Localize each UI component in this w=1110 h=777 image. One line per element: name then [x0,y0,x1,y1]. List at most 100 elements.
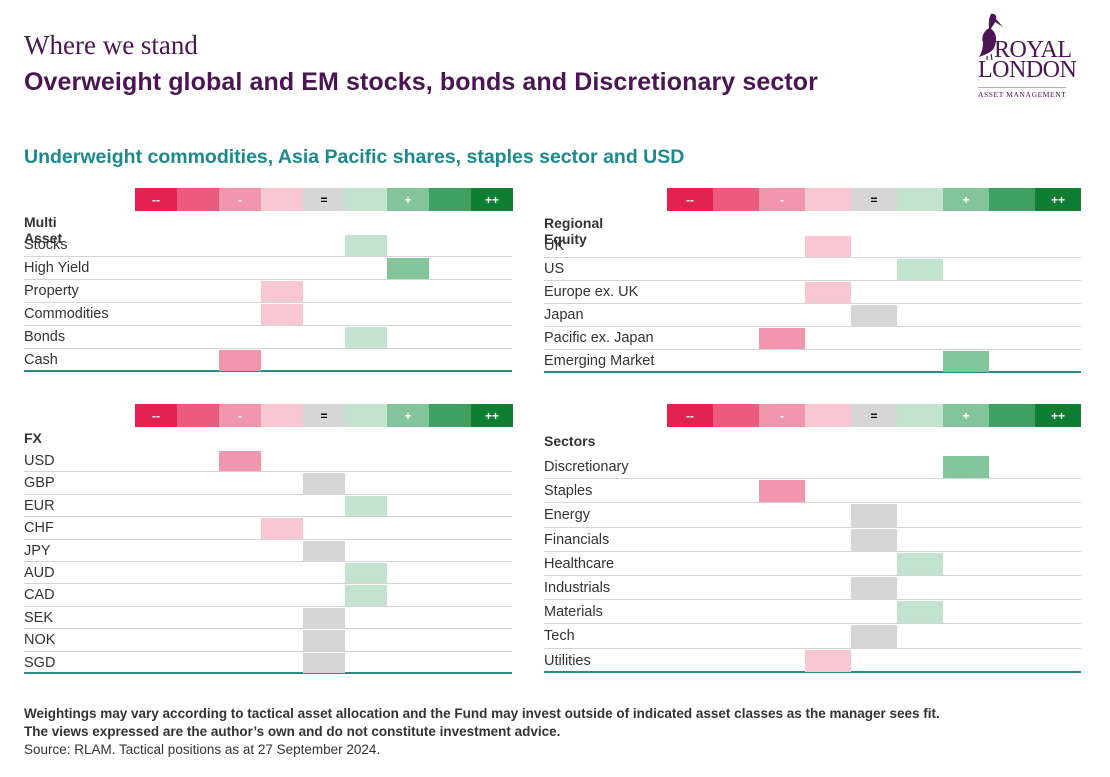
scale-cell: -- [135,404,177,427]
position-row: Pacific ex. Japan [544,327,1081,350]
scale-cell: ++ [471,188,513,211]
source-note: Source: RLAM. Tactical positions as at 2… [24,742,381,757]
page-title: Overweight global and EM stocks, bonds a… [24,68,818,96]
scale-cell [429,188,471,211]
asset-label: Energy [544,507,590,524]
asset-label: CHF [24,520,54,537]
scale-cell: + [943,188,989,211]
scale-cell: = [851,188,897,211]
asset-label: Pacific ex. Japan [544,330,654,346]
position-marker [851,625,897,648]
scale-cell [713,188,759,211]
position-row: Staples [544,479,1081,504]
position-marker [943,456,989,479]
position-row: Commodities [24,303,512,326]
page-subtitle: Underweight commodities, Asia Pacific sh… [24,146,685,168]
scale-cell [345,188,387,211]
position-marker [387,258,429,279]
asset-label: Industrials [544,580,611,596]
asset-label: Japan [544,307,584,323]
scale-cell: + [387,404,429,427]
asset-label: Cash [24,352,58,368]
position-row: Discretionary [544,455,1081,480]
position-marker [805,649,851,672]
position-marker [345,563,387,584]
scale-cell: - [759,188,805,211]
position-row: AUD [24,562,512,585]
asset-label: GBP [24,475,55,492]
asset-label: Staples [544,483,593,500]
scale-cell [897,188,943,211]
scale-cell [429,404,471,427]
scale-cell: -- [667,404,713,427]
weighting-scale: -- - = + ++ [667,404,1081,427]
scale-cell [177,188,219,211]
scale-cell: ++ [1035,404,1081,427]
scale-cell: = [851,404,897,427]
scale-cell: - [759,404,805,427]
position-marker [851,528,897,551]
asset-label: Emerging Market [544,353,655,369]
weighting-scale: -- - = + ++ [135,188,513,211]
position-marker [897,552,943,575]
position-marker [759,328,805,349]
asset-label: Europe ex. UK [544,284,639,300]
logo-word-london: LONDON [978,57,1077,83]
position-marker [805,236,851,257]
asset-label: UK [544,238,565,254]
position-marker [303,652,345,673]
position-row: US [544,258,1081,281]
position-marker [897,601,943,624]
position-row: UK [544,235,1081,258]
position-marker [219,350,261,371]
position-row: EUR [24,495,512,518]
position-marker [261,518,303,539]
scale-cell: - [219,404,261,427]
asset-label: CAD [24,587,55,604]
position-row: GBP [24,472,512,495]
position-marker [851,577,897,600]
asset-label: Property [24,283,79,299]
position-marker [897,259,943,280]
page-kicker: Where we stand [24,30,198,60]
asset-label: Financials [544,531,610,548]
scale-cell [177,404,219,427]
asset-label: Healthcare [544,555,615,572]
position-row: Europe ex. UK [544,281,1081,304]
position-row: Property [24,280,512,303]
position-row: JPY [24,540,512,562]
position-marker [303,540,345,561]
position-row: SGD [24,652,512,674]
position-marker [851,305,897,326]
position-row: Bonds [24,326,512,349]
position-marker [303,473,345,494]
position-marker [345,585,387,606]
asset-label: US [544,261,565,277]
asset-label: Commodities [24,306,109,322]
panel-title: Sectors [544,433,596,449]
asset-label: Bonds [24,329,66,345]
position-marker [345,235,387,256]
scale-cell: ++ [471,404,513,427]
weighting-scale: -- - = + ++ [667,188,1081,211]
pelican-icon [979,13,1003,60]
scale-cell [345,404,387,427]
position-row: High Yield [24,257,512,280]
position-row: Financials [544,528,1081,552]
scale-cell: ++ [1035,188,1081,211]
asset-label: USD [24,453,55,469]
position-marker [261,304,303,325]
position-row: Materials [544,600,1081,625]
scale-cell: = [303,404,345,427]
position-marker [261,281,303,302]
footer-notes: Weightings may vary according to tactica… [24,705,940,759]
royal-london-logo: ROYAL LONDON ASSET MANAGEMENT [975,12,1085,99]
asset-label: SEK [24,609,54,626]
scale-cell: + [943,404,989,427]
scale-cell: - [219,188,261,211]
asset-label: Discretionary [544,459,629,475]
position-row: NOK [24,629,512,652]
panel-title: FX [24,430,42,446]
scale-cell [261,404,303,427]
position-marker [943,351,989,372]
